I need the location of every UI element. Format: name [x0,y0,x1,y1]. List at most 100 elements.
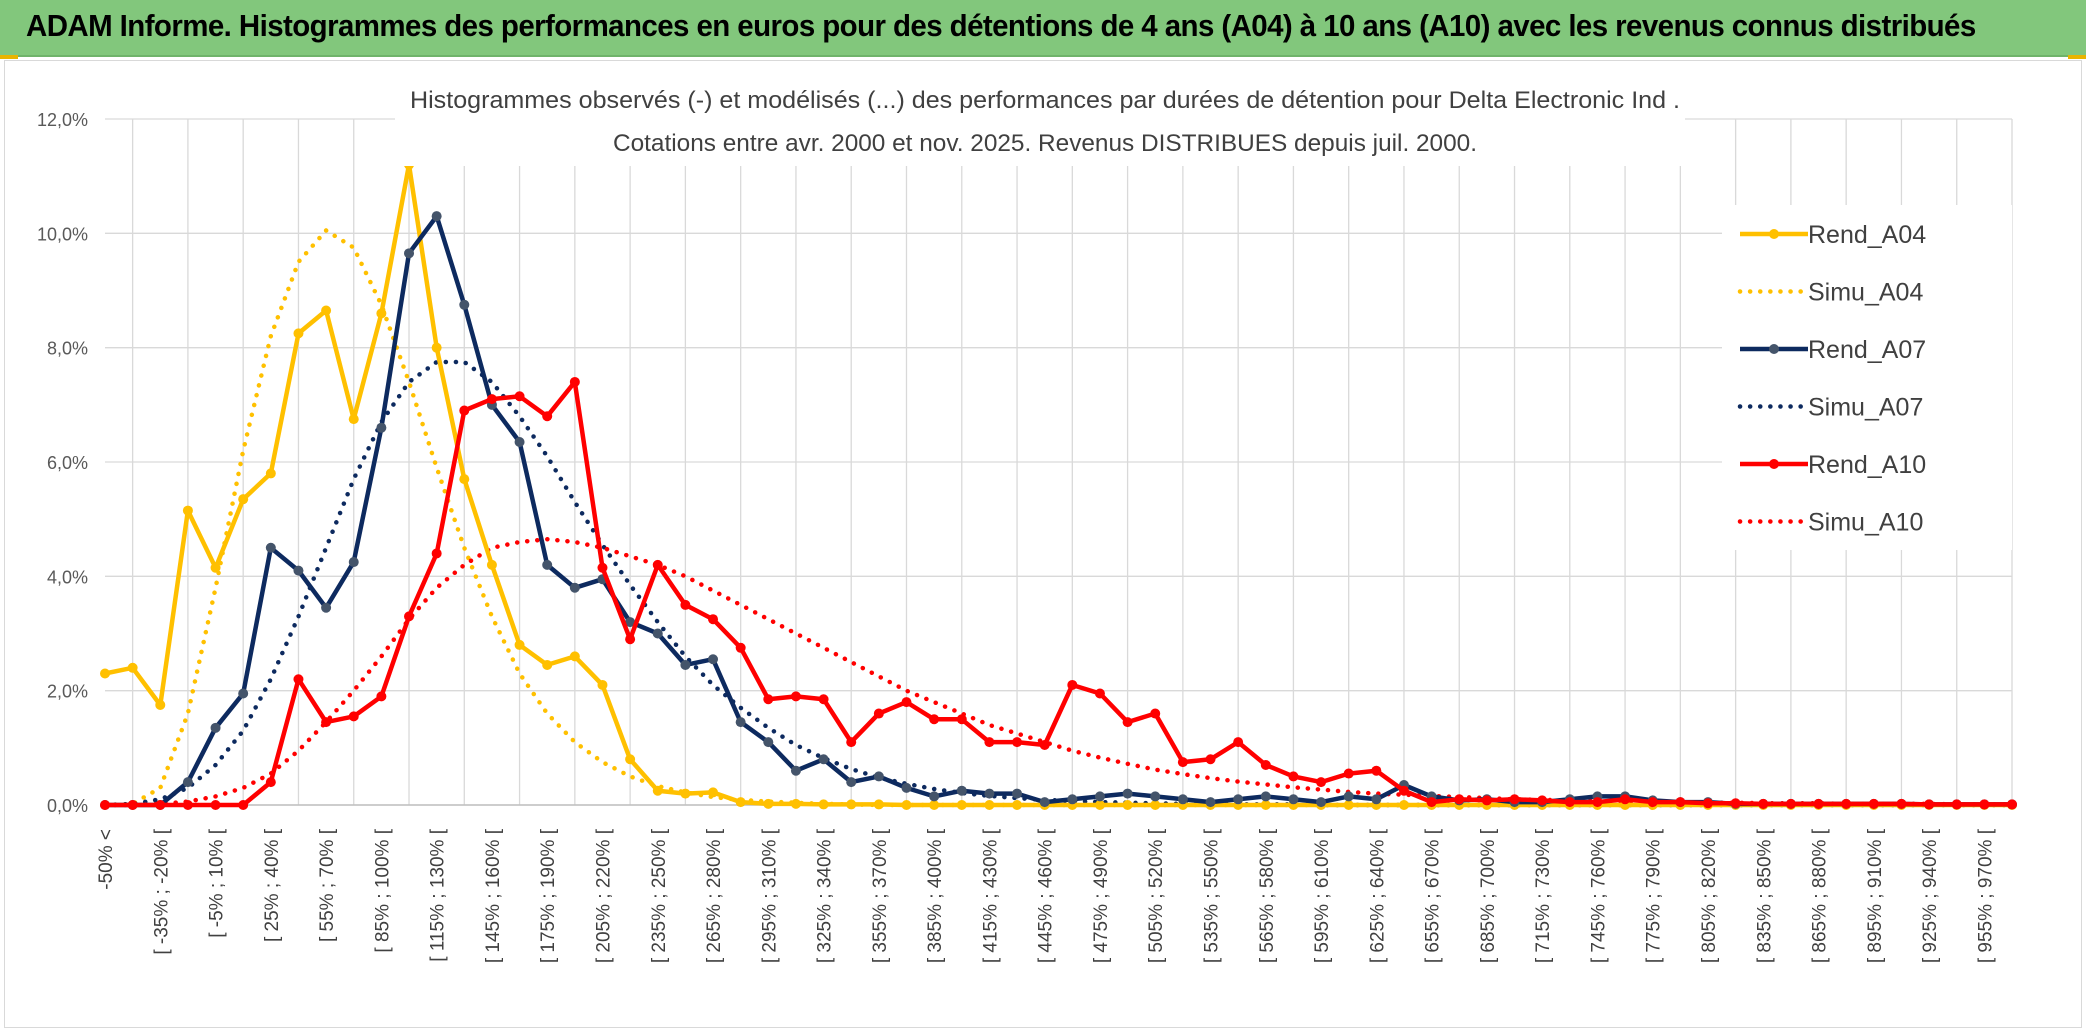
x-tick-label: [ 205% ; 220% [ [593,828,614,963]
y-tick-label: 8,0% [47,339,88,359]
data-point-Rend_A07 [569,582,580,593]
legend-label: Simu_A04 [1808,279,1923,307]
data-point-Rend_A10 [1371,765,1382,776]
x-tick-label: [ 775% ; 790% [ [1644,828,1665,963]
x-tick-label: [ 895% ; 910% [ [1865,828,1886,963]
data-point-Rend_A04 [265,468,276,479]
data-point-Rend_A10 [708,614,719,625]
data-point-Rend_A10 [735,642,746,653]
data-point-Rend_A10 [1620,794,1631,805]
data-point-Rend_A07 [652,628,663,639]
x-tick-label: [ 325% ; 340% [ [815,828,836,963]
data-point-Rend_A04 [708,787,719,798]
x-tick-label: [ 655% ; 670% [ [1423,828,1444,963]
data-point-Rend_A04 [652,785,663,796]
data-point-Rend_A10 [1343,768,1354,779]
data-point-Rend_A10 [293,674,304,685]
data-point-Rend_A07 [984,788,995,799]
data-point-Rend_A10 [873,708,884,719]
data-point-Rend_A04 [1122,800,1133,810]
x-tick-label: [ 475% ; 490% [ [1091,828,1112,963]
report-banner: ADAM Informe. Histogrammes des performan… [0,0,2086,57]
data-point-Rend_A10 [542,411,553,422]
x-tick-label: [ 385% ; 400% [ [925,828,946,963]
data-point-Rend_A07 [210,722,221,733]
data-point-Rend_A07 [321,602,332,613]
data-point-Rend_A10 [2007,799,2017,810]
data-point-Rend_A04 [956,800,967,810]
data-point-Rend_A10 [1426,797,1437,808]
data-point-Rend_A10 [1150,708,1161,719]
data-point-Rend_A07 [1122,788,1133,799]
x-tick-label: [ 355% ; 370% [ [870,828,891,963]
data-point-Rend_A04 [486,559,497,570]
data-point-Rend_A10 [1702,798,1713,809]
data-point-Rend_A04 [735,797,746,808]
data-point-Rend_A07 [1371,794,1382,805]
data-point-Rend_A07 [293,565,304,576]
data-point-Rend_A07 [431,211,442,222]
data-point-Rend_A10 [486,394,497,405]
data-point-Rend_A04 [514,639,525,650]
data-point-Rend_A10 [1841,798,1852,809]
data-point-Rend_A10 [348,711,359,722]
x-tick-label: [ 715% ; 730% [ [1533,828,1554,963]
legend-label: Simu_A10 [1808,509,1923,537]
data-point-Rend_A04 [542,659,553,670]
data-point-Rend_A10 [790,691,801,702]
data-point-Rend_A07 [1150,791,1161,802]
data-point-Rend_A04 [1260,800,1271,810]
data-point-Rend_A10 [625,634,636,645]
data-point-Rend_A10 [1647,797,1658,808]
data-point-Rend_A07 [846,777,857,788]
data-point-Rend_A07 [735,717,746,728]
data-point-Rend_A04 [293,328,304,339]
data-point-Rend_A07 [376,422,387,433]
data-point-Rend_A10 [459,405,470,416]
data-point-Rend_A04 [348,414,359,425]
data-point-Rend_A04 [1094,800,1105,810]
chart-series [100,159,2017,810]
data-point-Rend_A10 [1233,737,1244,748]
data-point-Rend_A10 [1813,798,1824,809]
x-tick-label: -50% < [96,829,117,890]
data-point-Rend_A10 [238,800,249,810]
data-point-Rend_A07 [1343,791,1354,802]
series-line-Simu_A04 [102,228,2015,808]
data-point-Rend_A10 [1122,717,1133,728]
y-tick-label: 2,0% [47,682,88,702]
data-point-Rend_A04 [569,651,580,662]
data-point-Rend_A07 [625,617,636,628]
data-point-Rend_A04 [873,799,884,810]
data-point-Rend_A04 [238,494,249,505]
data-point-Rend_A10 [1177,757,1188,768]
data-point-Rend_A04 [1343,800,1354,810]
x-tick-label: [ 55% ; 70% [ [317,828,338,942]
data-point-Rend_A10 [514,391,525,402]
data-point-Rend_A07 [901,782,912,793]
chart-legend: Rend_A04 Simu_A04 Rend_A07 Simu_A07 Rend_A10… [1722,205,2012,550]
x-tick-label: [ 145% ; 160% [ [483,828,504,963]
x-tick-label: [ 865% ; 880% [ [1810,828,1831,963]
y-tick-label: 4,0% [47,567,88,587]
legend-marker-Rend_A04 [1769,229,1779,239]
data-point-Rend_A04 [818,799,829,810]
series-line-Simu_A10 [102,536,2015,808]
data-point-Rend_A07 [956,785,967,796]
data-point-Rend_A07 [1012,788,1023,799]
data-point-Rend_A04 [459,474,470,485]
title-backdrop [395,76,1685,166]
data-point-Rend_A10 [1509,794,1520,805]
x-tick-label: [ 565% ; 580% [ [1257,828,1278,963]
x-tick-label: [ 295% ; 310% [ [759,828,780,963]
data-point-Rend_A10 [265,777,276,788]
x-tick-label: [ 955% ; 970% [ [1975,828,1996,963]
data-point-Rend_A10 [1205,754,1216,765]
y-axis-ticks: 0,0% 2,0% 4,0% 6,0% 8,0% 10,0% 12,0% [37,110,88,816]
legend-marker-Rend_A07 [1769,344,1779,354]
data-point-Rend_A04 [763,798,774,809]
series-line-Rend_A04 [104,162,2012,808]
data-point-Rend_A10 [431,548,442,559]
data-point-Rend_A04 [597,679,608,690]
